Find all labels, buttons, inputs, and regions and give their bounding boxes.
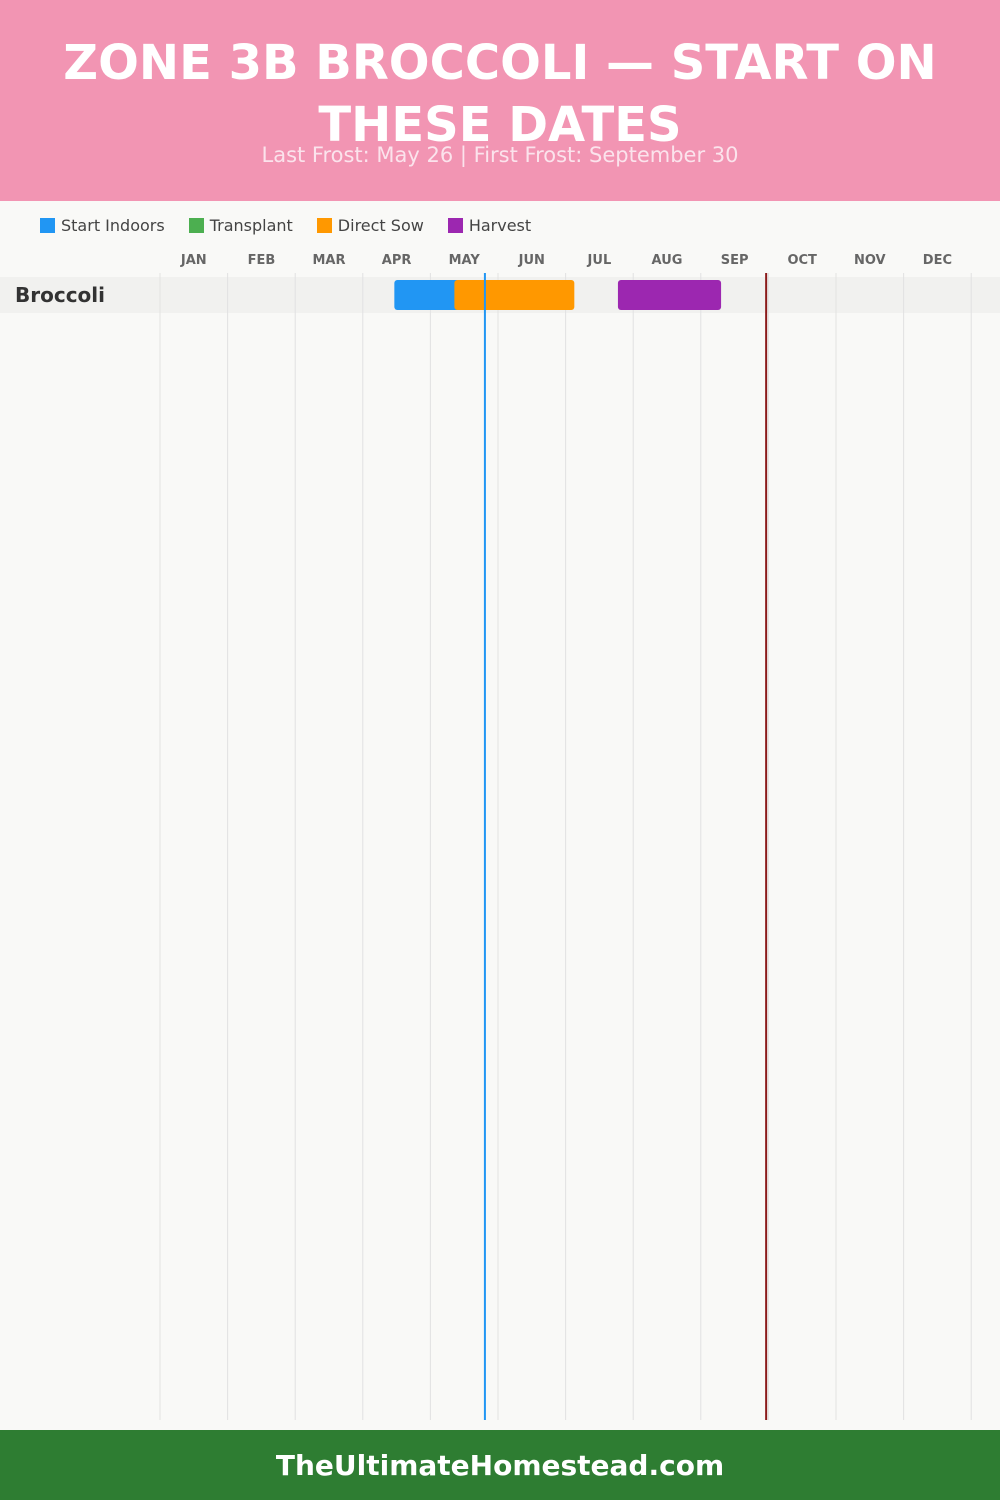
month-label: JUN	[518, 253, 545, 268]
footer: TheUltimateHomestead.com	[0, 1430, 1000, 1500]
legend-item-start-indoors: Start Indoors	[40, 216, 165, 235]
legend-item-direct-sow: Direct Sow	[316, 215, 424, 235]
month-label: DEC	[923, 253, 952, 268]
legend-label: Start Indoors	[61, 215, 165, 235]
planting-calendar-chart: JAN FEB MAR APR MAY JUN JUL AUG SEP OCT NOV DEC Broc…	[0, 253, 1000, 1420]
row-label: Broccoli	[15, 283, 105, 307]
legend-label: Transplant	[209, 215, 293, 235]
month-label: APR	[382, 253, 412, 268]
month-label: MAR	[312, 253, 345, 268]
header: ZONE 3B BROCCOLI — START ON THESE DATES …	[0, 0, 1000, 201]
bar-harvest	[617, 280, 722, 310]
month-label: FEB	[248, 253, 276, 268]
legend: Start Indoors Transplant Direct Sow Harv…	[40, 214, 555, 236]
month-label: NOV	[854, 253, 886, 268]
month-label: OCT	[787, 253, 817, 268]
month-label: SEP	[721, 253, 749, 268]
legend-label: Direct Sow	[337, 215, 424, 235]
legend-item-transplant: Transplant	[188, 215, 293, 235]
month-label: AUG	[652, 253, 683, 268]
page-title: ZONE 3B BROCCOLI — START ON THESE DATES	[63, 35, 937, 153]
legend-swatch	[40, 217, 55, 233]
month-label: MAY	[449, 253, 481, 268]
footer-site-link[interactable]: TheUltimateHomestead.com	[275, 1448, 725, 1482]
legend-item-harvest: Harvest	[447, 215, 532, 235]
legend-swatch	[316, 217, 332, 233]
legend-swatch	[447, 217, 463, 233]
legend-label: Harvest	[468, 215, 532, 235]
legend-swatch	[188, 217, 204, 233]
month-label: JAN	[180, 253, 207, 268]
page-subtitle: Last Frost: May 26 | First Frost: Septem…	[261, 143, 739, 167]
month-label: JUL	[587, 253, 612, 268]
bar-direct-sow	[454, 280, 575, 310]
